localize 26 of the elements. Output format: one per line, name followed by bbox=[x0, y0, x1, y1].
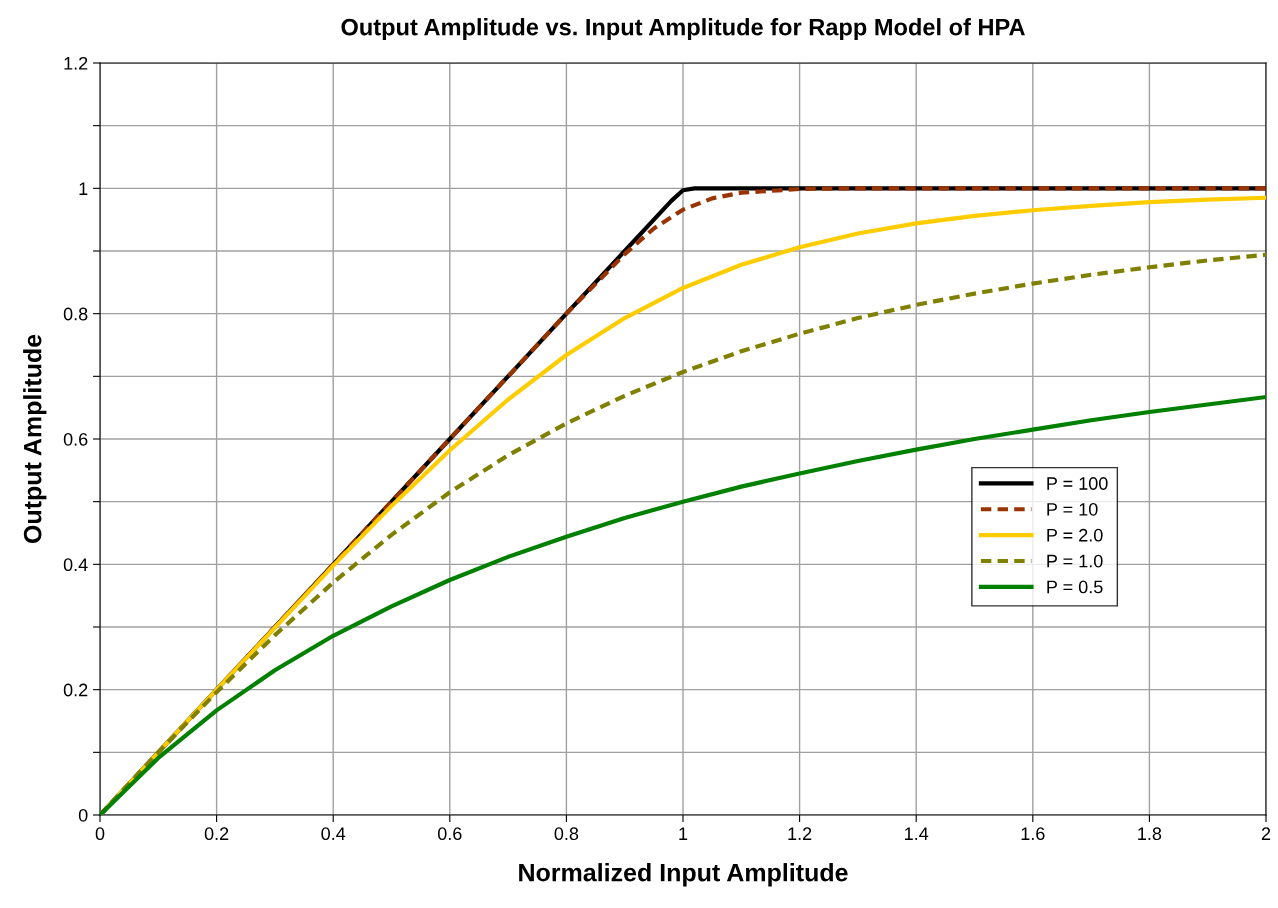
y-tick-label: 0.6 bbox=[63, 432, 88, 446]
legend-label: P = 100 bbox=[1047, 477, 1108, 490]
legend-label: P = 1.0 bbox=[1047, 554, 1103, 568]
legend-label: P = 0.5 bbox=[1047, 580, 1103, 594]
x-tick-label: 1 bbox=[679, 827, 688, 840]
x-tick-label: 1.8 bbox=[1138, 827, 1162, 841]
x-tick-label: 0 bbox=[95, 827, 105, 841]
x-tick-label: 1.4 bbox=[905, 827, 929, 840]
y-tick-label: 0.4 bbox=[63, 558, 88, 572]
x-tick-label: 2 bbox=[1261, 827, 1271, 840]
x-tick-label: 1.2 bbox=[788, 827, 812, 840]
x-tick-label: 0.4 bbox=[321, 827, 346, 841]
x-tick-label: 0.6 bbox=[437, 827, 462, 841]
y-tick-label: 1 bbox=[79, 182, 88, 195]
y-axis-title: Output Amplitude bbox=[23, 334, 47, 544]
chart-title: Output Amplitude vs. Input Amplitude for Rapp Model of HPA bbox=[341, 18, 1025, 41]
x-axis-title: Normalized Input Amplitude bbox=[519, 863, 848, 887]
y-tick-label: 0.2 bbox=[63, 683, 88, 697]
legend-label: P = 2.0 bbox=[1047, 528, 1103, 542]
x-tick-label: 0.8 bbox=[554, 827, 579, 841]
x-tick-label: 1.6 bbox=[1021, 827, 1045, 841]
x-tick-label: 0.2 bbox=[204, 827, 229, 841]
y-tick-label: 1.2 bbox=[64, 56, 88, 70]
y-tick-label: 0.8 bbox=[63, 307, 88, 321]
y-tick-label: 0 bbox=[78, 808, 88, 822]
legend-label: P = 10 bbox=[1047, 502, 1098, 516]
